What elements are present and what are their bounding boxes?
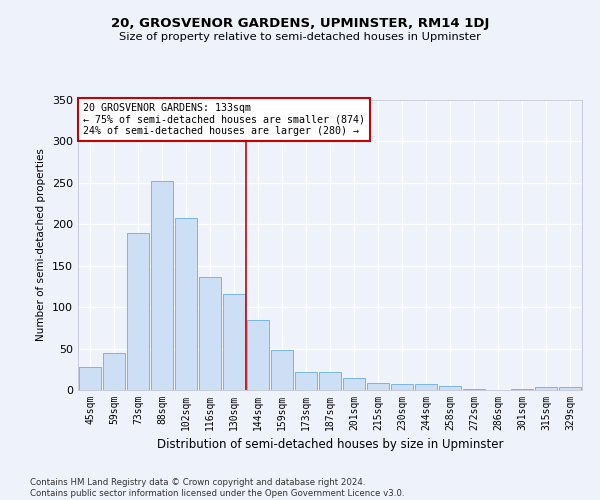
Bar xyxy=(295,372,317,390)
Bar xyxy=(367,384,389,390)
Bar xyxy=(151,181,173,390)
Bar xyxy=(439,386,461,390)
Bar xyxy=(319,372,341,390)
Bar xyxy=(343,378,365,390)
X-axis label: Distribution of semi-detached houses by size in Upminster: Distribution of semi-detached houses by … xyxy=(157,438,503,452)
Bar xyxy=(535,386,557,390)
Bar xyxy=(463,389,485,390)
Text: 20 GROSVENOR GARDENS: 133sqm
← 75% of semi-detached houses are smaller (874)
24%: 20 GROSVENOR GARDENS: 133sqm ← 75% of se… xyxy=(83,103,365,136)
Y-axis label: Number of semi-detached properties: Number of semi-detached properties xyxy=(37,148,46,342)
Bar xyxy=(199,278,221,390)
Bar xyxy=(271,350,293,390)
Bar xyxy=(559,386,581,390)
Bar xyxy=(103,352,125,390)
Text: Size of property relative to semi-detached houses in Upminster: Size of property relative to semi-detach… xyxy=(119,32,481,42)
Bar xyxy=(511,389,533,390)
Bar xyxy=(79,367,101,390)
Bar xyxy=(415,384,437,390)
Text: Contains HM Land Registry data © Crown copyright and database right 2024.
Contai: Contains HM Land Registry data © Crown c… xyxy=(30,478,404,498)
Text: 20, GROSVENOR GARDENS, UPMINSTER, RM14 1DJ: 20, GROSVENOR GARDENS, UPMINSTER, RM14 1… xyxy=(111,18,489,30)
Bar xyxy=(175,218,197,390)
Bar xyxy=(223,294,245,390)
Bar xyxy=(127,232,149,390)
Bar xyxy=(247,320,269,390)
Bar xyxy=(391,384,413,390)
